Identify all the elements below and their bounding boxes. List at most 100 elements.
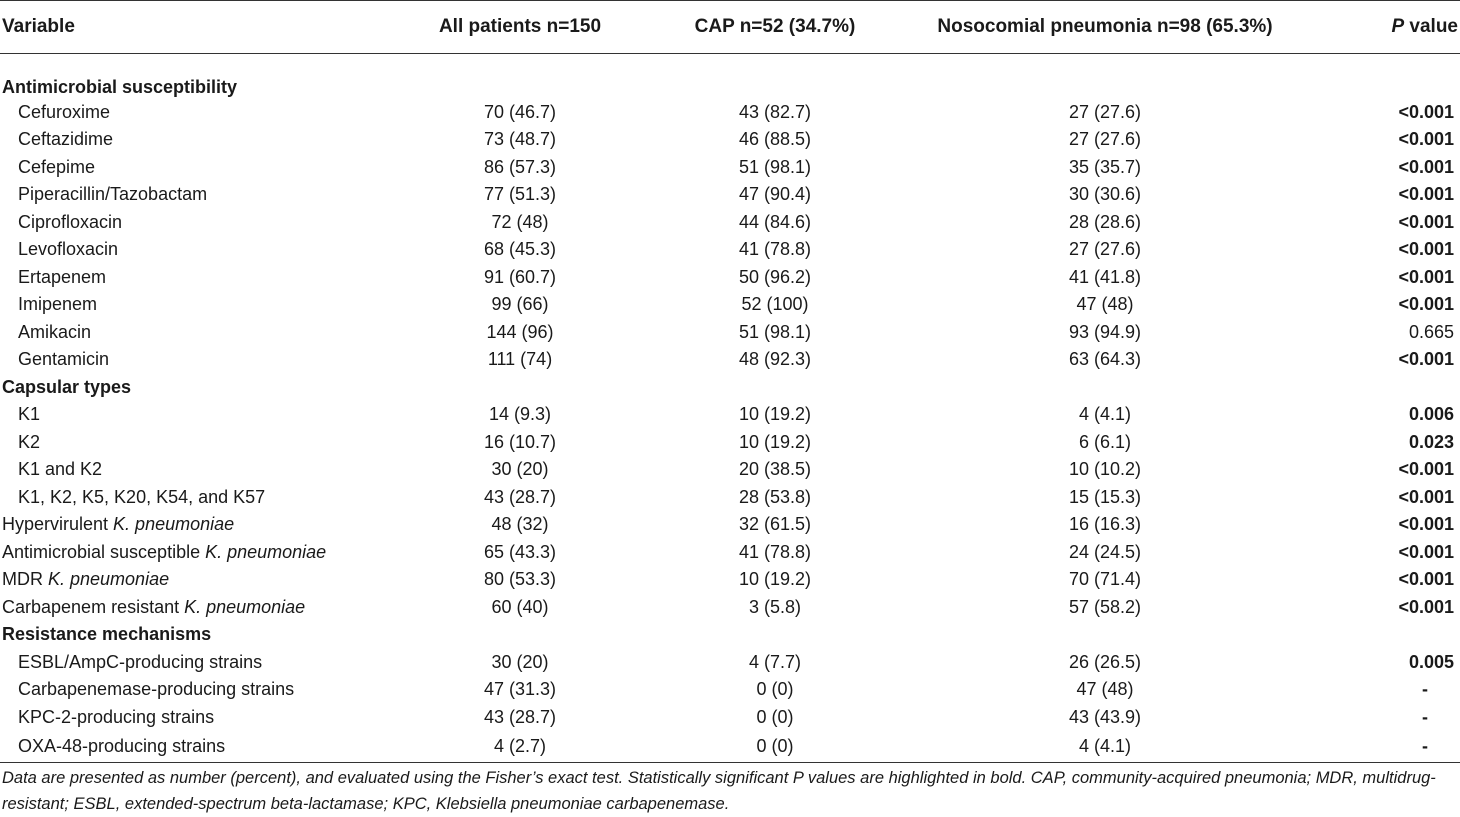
cell-cap: 52 (100) — [741, 294, 809, 315]
cell-cap: 0 (0) — [756, 706, 794, 727]
cell-p-value: - — [1300, 731, 1460, 763]
table-body: Antimicrobial susceptibility Cefuroxime 70… — [0, 54, 1460, 763]
row-label: Imipenem — [0, 291, 400, 319]
cell-cap: 10 (19.2) — [738, 431, 812, 452]
cell-nosocomial: 47 (48) — [1076, 294, 1134, 315]
row-label: Hypervirulent K. pneumoniae — [0, 511, 400, 539]
row-label-text: Carbapenem resistant — [2, 596, 185, 617]
header-nosocomial: Nosocomial pneumonia n=98 (65.3%) — [910, 0, 1300, 54]
cell-nosocomial: 24 (24.5) — [1068, 541, 1142, 562]
row-label: Gentamicin — [0, 346, 400, 374]
row-label-text: Amikacin — [18, 321, 92, 342]
row-label: K1 — [0, 401, 400, 429]
cell-nosocomial: 70 (71.4) — [1068, 569, 1142, 590]
table-row: Antimicrobial susceptible K. pneumoniae 6… — [0, 539, 1460, 567]
cell-cap: 28 (53.8) — [738, 486, 812, 507]
cell-p-value: 0.023 — [1408, 431, 1454, 452]
table-row: Ceftazidime 73 (48.7) 46 (88.5) 27 (27.6) <0… — [0, 126, 1460, 154]
header-cap: CAP n=52 (34.7%) — [640, 0, 910, 54]
cell-all-patients: 30 (20) — [491, 459, 549, 480]
row-label-text: Ertapenem — [18, 266, 107, 287]
cell-nosocomial: 57 (58.2) — [1068, 596, 1142, 617]
table-row: KPC-2-producing strains 43 (28.7) 0 (0) 43 … — [0, 704, 1460, 732]
cell-cap: 44 (84.6) — [738, 211, 812, 232]
row-label-text: Ciprofloxacin — [18, 211, 123, 232]
cell-all-patients: 86 (57.3) — [483, 156, 557, 177]
row-label: Ceftazidime — [0, 126, 400, 154]
cell-all-patients: 65 (43.3) — [483, 541, 557, 562]
header-p-letter: P — [1391, 16, 1405, 37]
table-row: K2 16 (10.7) 10 (19.2) 6 (6.1) 0.023 — [0, 429, 1460, 457]
row-label: Antimicrobial susceptible K. pneumoniae — [0, 539, 400, 567]
cell-all-patients: 43 (28.7) — [483, 706, 557, 727]
cell-nosocomial: 43 (43.9) — [1068, 706, 1142, 727]
cell-nosocomial: 26 (26.5) — [1068, 651, 1142, 672]
row-label: Ciprofloxacin — [0, 209, 400, 237]
table-row: Ciprofloxacin 72 (48) 44 (84.6) 28 (28.6) <0… — [0, 209, 1460, 237]
table-row: OXA-48-producing strains 4 (2.7) 0 (0) 4 (4… — [0, 731, 1460, 763]
cell-p-value: <0.001 — [1398, 459, 1454, 480]
cell-p-value: <0.001 — [1398, 211, 1454, 232]
cell-nosocomial: 4 (4.1) — [1078, 404, 1132, 425]
section-header-row: Antimicrobial susceptibility — [0, 54, 1460, 99]
cell-p-value: - — [1422, 706, 1428, 727]
row-label: K1 and K2 — [0, 456, 400, 484]
cell-p-value: <0.001 — [1398, 184, 1454, 205]
cell-p-value: 0.006 — [1408, 404, 1454, 425]
row-label: Piperacillin/Tazobactam — [0, 181, 400, 209]
table-row: Cefepime 86 (57.3) 51 (98.1) 35 (35.7) <0.00… — [0, 154, 1460, 182]
table-row: Carbapenem resistant K. pneumoniae 60 (40… — [0, 594, 1460, 622]
section-header-row: Resistance mechanisms — [0, 621, 1460, 649]
row-label-text: Carbapenemase-producing strains — [18, 679, 295, 700]
cell-cap: 4 (7.7) — [748, 651, 802, 672]
row-label: ESBL/AmpC-producing strains — [0, 649, 400, 677]
cell-all-patients: 91 (60.7) — [483, 266, 557, 287]
table-row: Gentamicin 111 (74) 48 (92.3) 63 (64.3) <0.0… — [0, 346, 1460, 374]
cell-nosocomial: 30 (30.6) — [1068, 184, 1142, 205]
cell-nosocomial: 28 (28.6) — [1068, 211, 1142, 232]
results-table: Variable All patients n=150 CAP n=52 (34… — [0, 0, 1460, 763]
cell-all-patients: 30 (20) — [491, 651, 549, 672]
cell-all-patients: 80 (53.3) — [483, 569, 557, 590]
cell-p-value: <0.001 — [1398, 129, 1454, 150]
cell-p-value: <0.001 — [1398, 294, 1454, 315]
cell-p-value: <0.001 — [1398, 514, 1454, 535]
cell-p-value: <0.001 — [1398, 266, 1454, 287]
cell-all-patients: 111 (74) — [487, 349, 553, 370]
row-label-text: KPC-2-producing strains — [18, 706, 215, 727]
row-label-text: Hypervirulent — [2, 514, 114, 535]
cell-all-patients: 99 (66) — [491, 294, 549, 315]
cell-nosocomial: 35 (35.7) — [1068, 156, 1142, 177]
table-row: Hypervirulent K. pneumoniae 48 (32) 32 (61… — [0, 511, 1460, 539]
row-label-text: K1 and K2 — [18, 459, 103, 480]
table-row: Carbapenemase-producing strains 47 (31.3)… — [0, 676, 1460, 704]
section-title: Antimicrobial susceptibility — [2, 76, 238, 97]
row-label: Cefepime — [0, 154, 400, 182]
row-label: Cefuroxime — [0, 99, 400, 127]
cell-cap: 3 (5.8) — [748, 596, 802, 617]
cell-all-patients: 73 (48.7) — [483, 129, 557, 150]
row-label: Amikacin — [0, 319, 400, 347]
header-p-suffix: value — [1404, 16, 1458, 37]
row-label: Ertapenem — [0, 264, 400, 292]
section-title: Resistance mechanisms — [2, 624, 212, 645]
cell-all-patients: 4 (2.7) — [400, 731, 640, 763]
row-label-text: K1, K2, K5, K20, K54, and K57 — [18, 486, 266, 507]
cell-p-value: 0.665 — [1408, 321, 1454, 342]
table-row: Imipenem 99 (66) 52 (100) 47 (48) <0.001 — [0, 291, 1460, 319]
cell-all-patients: 14 (9.3) — [488, 404, 552, 425]
table-row: Amikacin 144 (96) 51 (98.1) 93 (94.9) 0.665 — [0, 319, 1460, 347]
cell-all-patients: 48 (32) — [491, 514, 549, 535]
cell-nosocomial: 93 (94.9) — [1068, 321, 1142, 342]
cell-all-patients: 47 (31.3) — [483, 679, 557, 700]
row-label-text: ESBL/AmpC-producing strains — [18, 651, 263, 672]
cell-cap: 20 (38.5) — [738, 459, 812, 480]
header-variable: Variable — [0, 0, 400, 54]
cell-nosocomial: 47 (48) — [1076, 679, 1134, 700]
cell-nosocomial: 63 (64.3) — [1068, 349, 1142, 370]
cell-p-value: <0.001 — [1398, 239, 1454, 260]
cell-all-patients: 70 (46.7) — [483, 101, 557, 122]
row-label: MDR K. pneumoniae — [0, 566, 400, 594]
cell-nosocomial: 4 (4.1) — [910, 731, 1300, 763]
cell-cap: 51 (98.1) — [738, 156, 812, 177]
